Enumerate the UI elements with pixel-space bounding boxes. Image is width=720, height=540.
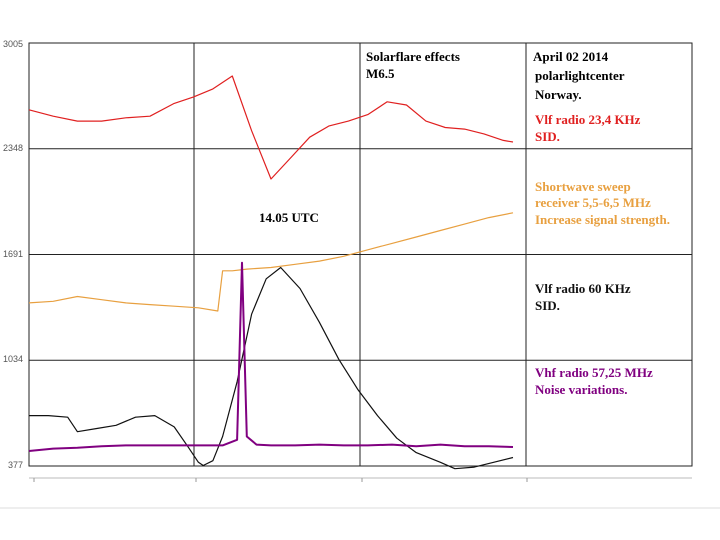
grid [0,42,720,509]
y-tick-labels: 3005 2348 1691 1034 377 [3,39,23,470]
station-date: April 02 2014 [533,49,609,64]
y-tick-label-0: 3005 [3,39,23,49]
y-tick-label-3: 1034 [3,354,23,364]
chart-title: Solarflare effects [366,49,460,64]
series-line-3 [28,261,514,452]
legend-series-0-note: SID. [535,129,560,144]
legend-series-1-note: Increase signal strength. [535,212,670,227]
legend-series-2-name: Vlf radio 60 KHz [535,281,631,296]
y-tick-label-1: 2348 [3,143,23,153]
series-line-0 [28,75,514,180]
series-line-1 [28,212,514,312]
legend-series-1-name-line2: receiver 5,5-6,5 MHz [535,195,651,210]
legend-series-2-note: SID. [535,298,560,313]
y-tick-label-4: 377 [8,460,23,470]
series-layer [28,75,514,470]
legend-series-1-name-line1: Shortwave sweep [535,179,631,194]
legend-series-0-name: Vlf radio 23,4 KHz [535,112,641,127]
station-name: polarlightcenter [535,68,625,83]
legend-series-3-name: Vhf radio 57,25 MHz [535,365,653,380]
text-labels: Solarflare effects M6.5 April 02 2014 po… [259,49,670,397]
y-tick-label-2: 1691 [3,249,23,259]
chart-subtitle: M6.5 [366,66,395,81]
station-country: Norway. [535,87,582,102]
flare-time-annotation: 14.05 UTC [259,210,319,225]
legend-series-3-note: Noise variations. [535,382,627,397]
